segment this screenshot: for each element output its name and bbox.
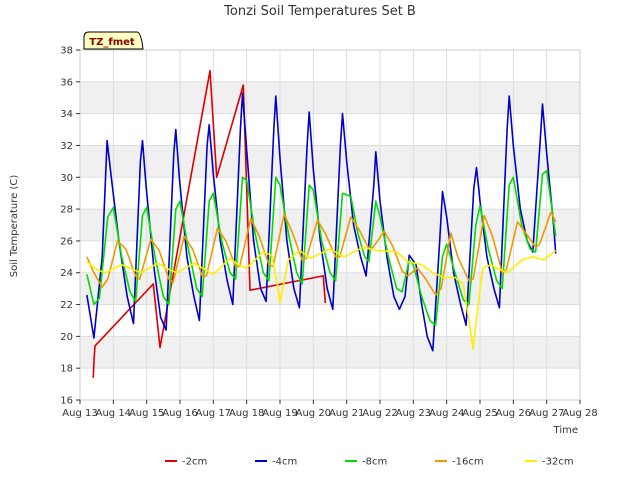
x-tick-label: Aug 26: [496, 408, 531, 419]
legend-label: -8cm: [362, 457, 387, 468]
x-tick-label: Aug 16: [162, 408, 197, 419]
x-tick-label: Aug 14: [96, 408, 131, 419]
series-line-16cm: [86, 211, 557, 296]
legend-label: -4cm: [272, 457, 297, 468]
x-tick-label: Aug 22: [362, 408, 397, 419]
x-tick-label: Aug 13: [62, 408, 97, 419]
y-tick-label: 20: [60, 332, 73, 343]
legend-label: -32cm: [542, 457, 574, 468]
plot-band: [80, 336, 580, 369]
y-axis-ticks: 16 18 20 22 24 26 28 30 32 34 36 38: [60, 46, 80, 407]
y-tick-label: 16: [60, 396, 73, 407]
plot-band: [80, 145, 580, 178]
plot-band: [80, 50, 580, 82]
badge-label: TZ_fmet: [89, 37, 135, 48]
plot-band: [80, 209, 580, 241]
series-line-4cm: [86, 92, 557, 352]
x-tick-label: Aug 28: [562, 408, 597, 419]
badge-shape: [83, 31, 144, 50]
y-tick-label: 24: [60, 268, 73, 279]
x-tick-label: Aug 17: [196, 408, 231, 419]
x-tick-label: Aug 23: [396, 408, 431, 419]
y-tick-label: 34: [60, 109, 73, 120]
x-tick-label: Aug 15: [129, 408, 164, 419]
x-axis-label: Time: [553, 425, 578, 436]
plot-background-bands: [80, 50, 580, 400]
x-tick-label: Aug 25: [462, 408, 497, 419]
x-tick-label: Aug 27: [529, 408, 564, 419]
series-layer: [86, 69, 557, 378]
y-tick-label: 30: [60, 173, 73, 184]
legend-label: -2cm: [182, 457, 207, 468]
x-tick-label: Aug 21: [329, 408, 364, 419]
series-line-2cm: [92, 69, 327, 378]
y-tick-label: 22: [60, 300, 73, 311]
plot-band: [80, 304, 580, 337]
y-tick-label: 38: [60, 46, 73, 57]
x-tick-label: Aug 19: [262, 408, 297, 419]
x-tick-label: Aug 20: [296, 408, 331, 419]
tz-fmet-badge: TZ_fmet: [83, 31, 144, 50]
chart-title: Tonzi Soil Temperatures Set B: [223, 4, 416, 19]
plot-band: [80, 81, 580, 114]
y-tick-label: 18: [60, 364, 73, 375]
legend: -2cm -4cm -8cm -16cm -32cm: [165, 457, 574, 468]
plot-band: [80, 113, 580, 146]
series-line-32cm: [86, 246, 557, 350]
plot-band: [80, 177, 580, 210]
legend-label: -16cm: [452, 457, 484, 468]
x-tick-label: Aug 24: [429, 408, 464, 419]
y-axis-label: Soil Temperature (C): [9, 175, 20, 278]
plot-frame: [79, 49, 581, 401]
series-line-8cm: [86, 170, 557, 326]
y-tick-label: 28: [60, 205, 73, 216]
y-tick-label: 26: [60, 236, 73, 247]
y-tick-label: 32: [60, 141, 73, 152]
y-tick-label: 36: [60, 77, 73, 88]
plot-band: [80, 368, 580, 400]
x-tick-label: Aug 18: [229, 408, 264, 419]
